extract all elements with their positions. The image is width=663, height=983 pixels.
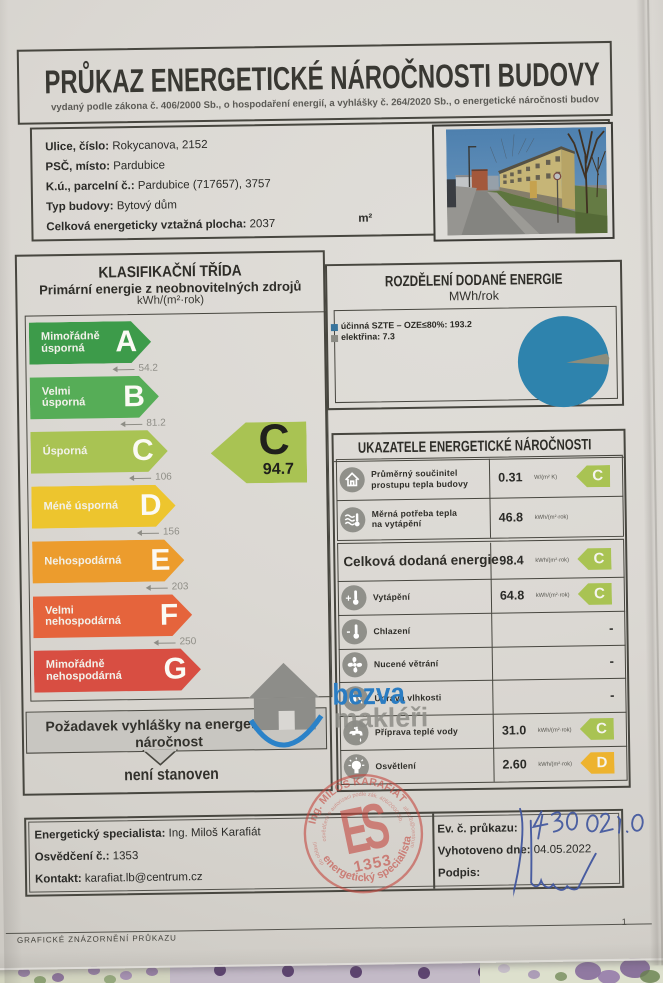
svg-text:-: -	[346, 624, 350, 638]
svg-text:bezva: bezva	[332, 677, 405, 711]
svg-text:makléři: makléři	[333, 702, 428, 733]
svg-text:+: +	[345, 593, 351, 604]
